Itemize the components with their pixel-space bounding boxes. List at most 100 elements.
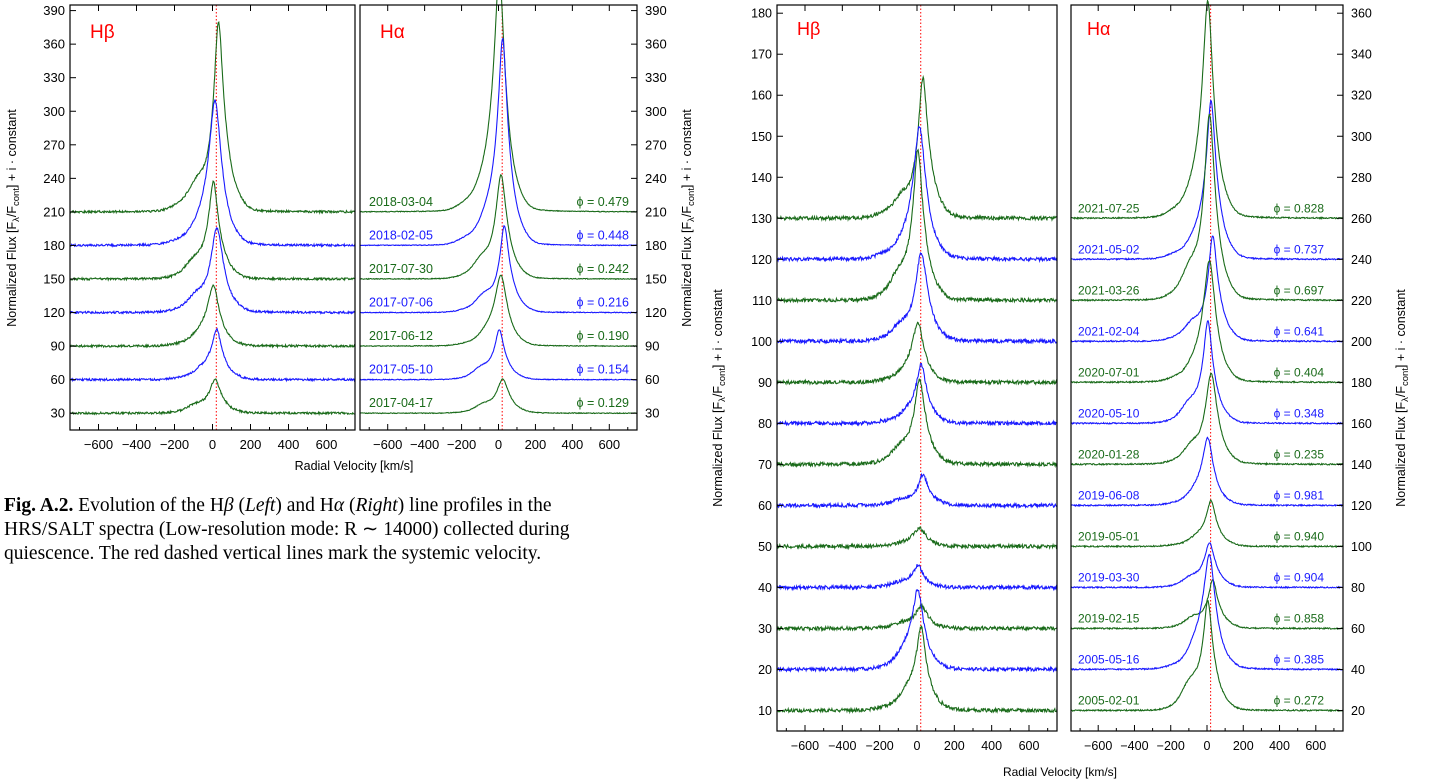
x-tick-label: −400	[410, 437, 439, 452]
y-tick-label: 60	[1351, 622, 1365, 636]
y-tick-label: 140	[1351, 458, 1372, 472]
spectrum-hb-2005-02-01	[776, 625, 1058, 715]
y-tick-label: 270	[645, 137, 667, 152]
spectrum-ha-2021-07-25	[1071, 0, 1344, 221]
x-tick-label: 600	[1019, 739, 1040, 753]
y-tick-label: 180	[43, 238, 65, 253]
y-tick-label: 150	[751, 130, 772, 144]
spectrum-hb-2017-07-06	[69, 226, 356, 315]
y-tick-label: 70	[758, 458, 772, 472]
phase-label: ϕ = 0.697	[1274, 283, 1325, 297]
y-tick-label: 20	[758, 663, 772, 677]
x-tick-label: 200	[944, 739, 965, 753]
spectrum-ha-2021-03-26	[1070, 113, 1344, 302]
spectrum-ha-2005-02-01	[1070, 600, 1344, 713]
x-tick-label: 400	[562, 437, 584, 452]
caption-left: Left	[245, 495, 276, 516]
phase-label: ϕ = 0.242	[576, 262, 629, 276]
spectrum-ha-2021-05-02	[1070, 99, 1344, 261]
x-tick-label: −400	[828, 739, 856, 753]
y-tick-label: 130	[751, 212, 772, 226]
date-label: 2018-03-04	[369, 195, 433, 209]
y-tick-label: 180	[645, 238, 667, 253]
y-tick-label: 30	[758, 622, 772, 636]
panel-label-halpha: Hα	[1087, 19, 1110, 39]
y-axis-label-right: Normalized Flux [Fλ/Fcont] + i · constan…	[1394, 289, 1411, 507]
date-label: 2021-05-02	[1078, 242, 1140, 256]
spectrum-hb-2020-05-10	[776, 362, 1058, 427]
spectrum-ha-2021-02-04	[1070, 235, 1344, 344]
y-tick-label: 120	[1351, 499, 1372, 513]
spectrum-ha-2017-04-17	[359, 378, 638, 415]
figure-left: −600 −400 −200 0 200 400 600306090120150180210…	[5, 0, 697, 473]
phase-label: ϕ = 0.235	[1274, 447, 1325, 461]
y-tick-label: 300	[1351, 130, 1372, 144]
y-tick-label: 90	[645, 339, 659, 354]
panel-label-halpha: Hα	[380, 22, 405, 43]
spectrum-ha-2017-07-06	[359, 224, 638, 314]
spectrum-ha-2019-06-08	[1070, 436, 1344, 508]
spectrum-hb-2021-05-02	[776, 125, 1058, 264]
y-tick-label: 60	[645, 372, 659, 387]
spectrum-hb-2017-05-10	[69, 327, 356, 383]
y-tick-label: 10	[758, 704, 772, 718]
y-tick-label: 120	[43, 305, 65, 320]
panel-halpha-right: −600 −400 −200 0 200 400 600 20 40 60 80 100 120 140 1…	[1070, 0, 1372, 753]
y-tick-label: 210	[645, 204, 667, 219]
phase-label: ϕ = 0.272	[1274, 693, 1325, 707]
date-label: 2019-03-30	[1078, 570, 1140, 584]
phase-label: ϕ = 0.737	[1274, 242, 1325, 256]
x-tick-label: −200	[1157, 739, 1185, 753]
x-tick-label: 0	[1204, 739, 1211, 753]
y-tick-label: 140	[751, 171, 772, 185]
phase-label: ϕ = 0.858	[1274, 611, 1325, 625]
panel-frame	[69, 4, 356, 431]
x-tick-label: −600	[84, 437, 113, 452]
y-tick-label: 100	[1351, 540, 1372, 554]
spectrum-hb-2019-06-08	[776, 472, 1058, 510]
date-label: 2017-06-12	[369, 329, 433, 343]
spectrum-hb-2020-07-01	[776, 321, 1058, 387]
x-tick-label: −400	[122, 437, 151, 452]
y-tick-label: 260	[1351, 212, 1372, 226]
panel-hbeta-right: −600 −400 −200 0 200 400 600 10 20 30 40 50 60 70 80 90…	[751, 4, 1058, 753]
date-label: 2021-03-26	[1078, 283, 1140, 297]
y-tick-label: 360	[645, 37, 667, 52]
y-tick-label: 120	[645, 305, 667, 320]
x-tick-label: 200	[240, 437, 262, 452]
phase-label: ϕ = 0.479	[576, 195, 629, 209]
date-label: 2019-06-08	[1078, 488, 1140, 502]
caption-label: Fig. A.2.	[4, 495, 74, 516]
x-tick-label: 0	[495, 437, 502, 452]
y-tick-label: 210	[43, 204, 65, 219]
y-tick-label: 360	[43, 37, 65, 52]
y-tick-label: 50	[758, 540, 772, 554]
spectrum-ha-2019-03-30	[1070, 542, 1344, 590]
x-tick-label: −600	[373, 437, 402, 452]
spectrum-hb-2020-01-28	[776, 378, 1058, 469]
y-axis-label-right: Normalized Flux [Fλ/Fcont] + i · constan…	[680, 109, 697, 327]
phase-label: ϕ = 0.940	[1274, 529, 1325, 543]
phase-label: ϕ = 0.904	[1274, 570, 1325, 584]
y-tick-label: 40	[758, 581, 772, 595]
spectrum-ha-2017-05-10	[359, 329, 638, 381]
spectrum-ha-2005-05-16	[1070, 553, 1344, 671]
x-tick-label: −600	[1084, 739, 1112, 753]
y-tick-label: 390	[43, 3, 65, 18]
date-label: 2019-05-01	[1078, 529, 1140, 543]
x-tick-label: 0	[914, 739, 921, 753]
x-axis-label: Radial Velocity [km/s]	[1003, 765, 1117, 779]
y-tick-label: 240	[43, 171, 65, 186]
y-tick-label: 20	[1351, 704, 1365, 718]
y-tick-label: 220	[1351, 294, 1372, 308]
x-tick-label: −400	[1120, 739, 1148, 753]
y-tick-label: 60	[758, 499, 772, 513]
panel-label-hbeta: Hβ	[797, 19, 820, 39]
spectrum-hb-2019-05-01	[776, 526, 1058, 551]
y-tick-label: 340	[1351, 48, 1372, 62]
y-tick-label: 110	[752, 294, 772, 308]
x-tick-label: −600	[791, 739, 819, 753]
spectrum-hb-2019-03-30	[776, 564, 1058, 592]
spectrum-hb-2021-02-04	[776, 251, 1058, 345]
phase-label: ϕ = 0.448	[576, 228, 629, 242]
